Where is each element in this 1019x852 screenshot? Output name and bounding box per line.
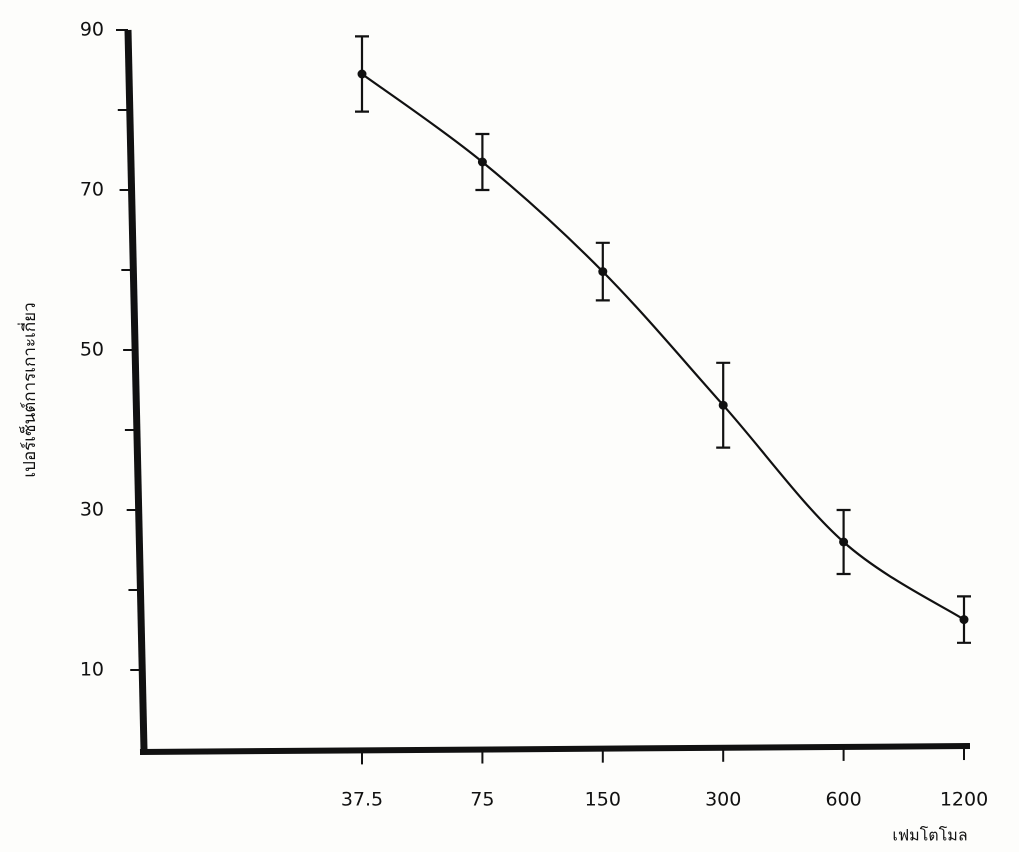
- point: [718, 400, 728, 410]
- y-axis-title: เปอร์เซ็นต์การเกาะเกี่ยว: [17, 302, 40, 477]
- y-tick-label: 10: [80, 659, 104, 681]
- point: [477, 157, 487, 167]
- y-axis: [124, 29, 148, 751]
- point: [357, 69, 367, 79]
- y-tick-label: 50: [80, 339, 104, 361]
- point: [598, 267, 608, 277]
- x-tick-label: 300: [705, 789, 741, 811]
- point: [959, 615, 969, 625]
- x-tick-label: 1200: [940, 789, 988, 811]
- x-tick-label: 150: [585, 789, 621, 811]
- line: [361, 73, 965, 621]
- y-tick-label: 90: [80, 19, 104, 41]
- y-tick-label: 30: [80, 499, 104, 521]
- x-tick-label: 75: [470, 789, 494, 811]
- x-tick-label: 600: [825, 789, 861, 811]
- y-tick-label: 70: [80, 179, 104, 201]
- x-tick-label: 37.5: [341, 789, 383, 811]
- point: [839, 537, 849, 547]
- x-axis-title: เฟมโตโมล: [892, 826, 967, 845]
- x-axis: [139, 743, 971, 755]
